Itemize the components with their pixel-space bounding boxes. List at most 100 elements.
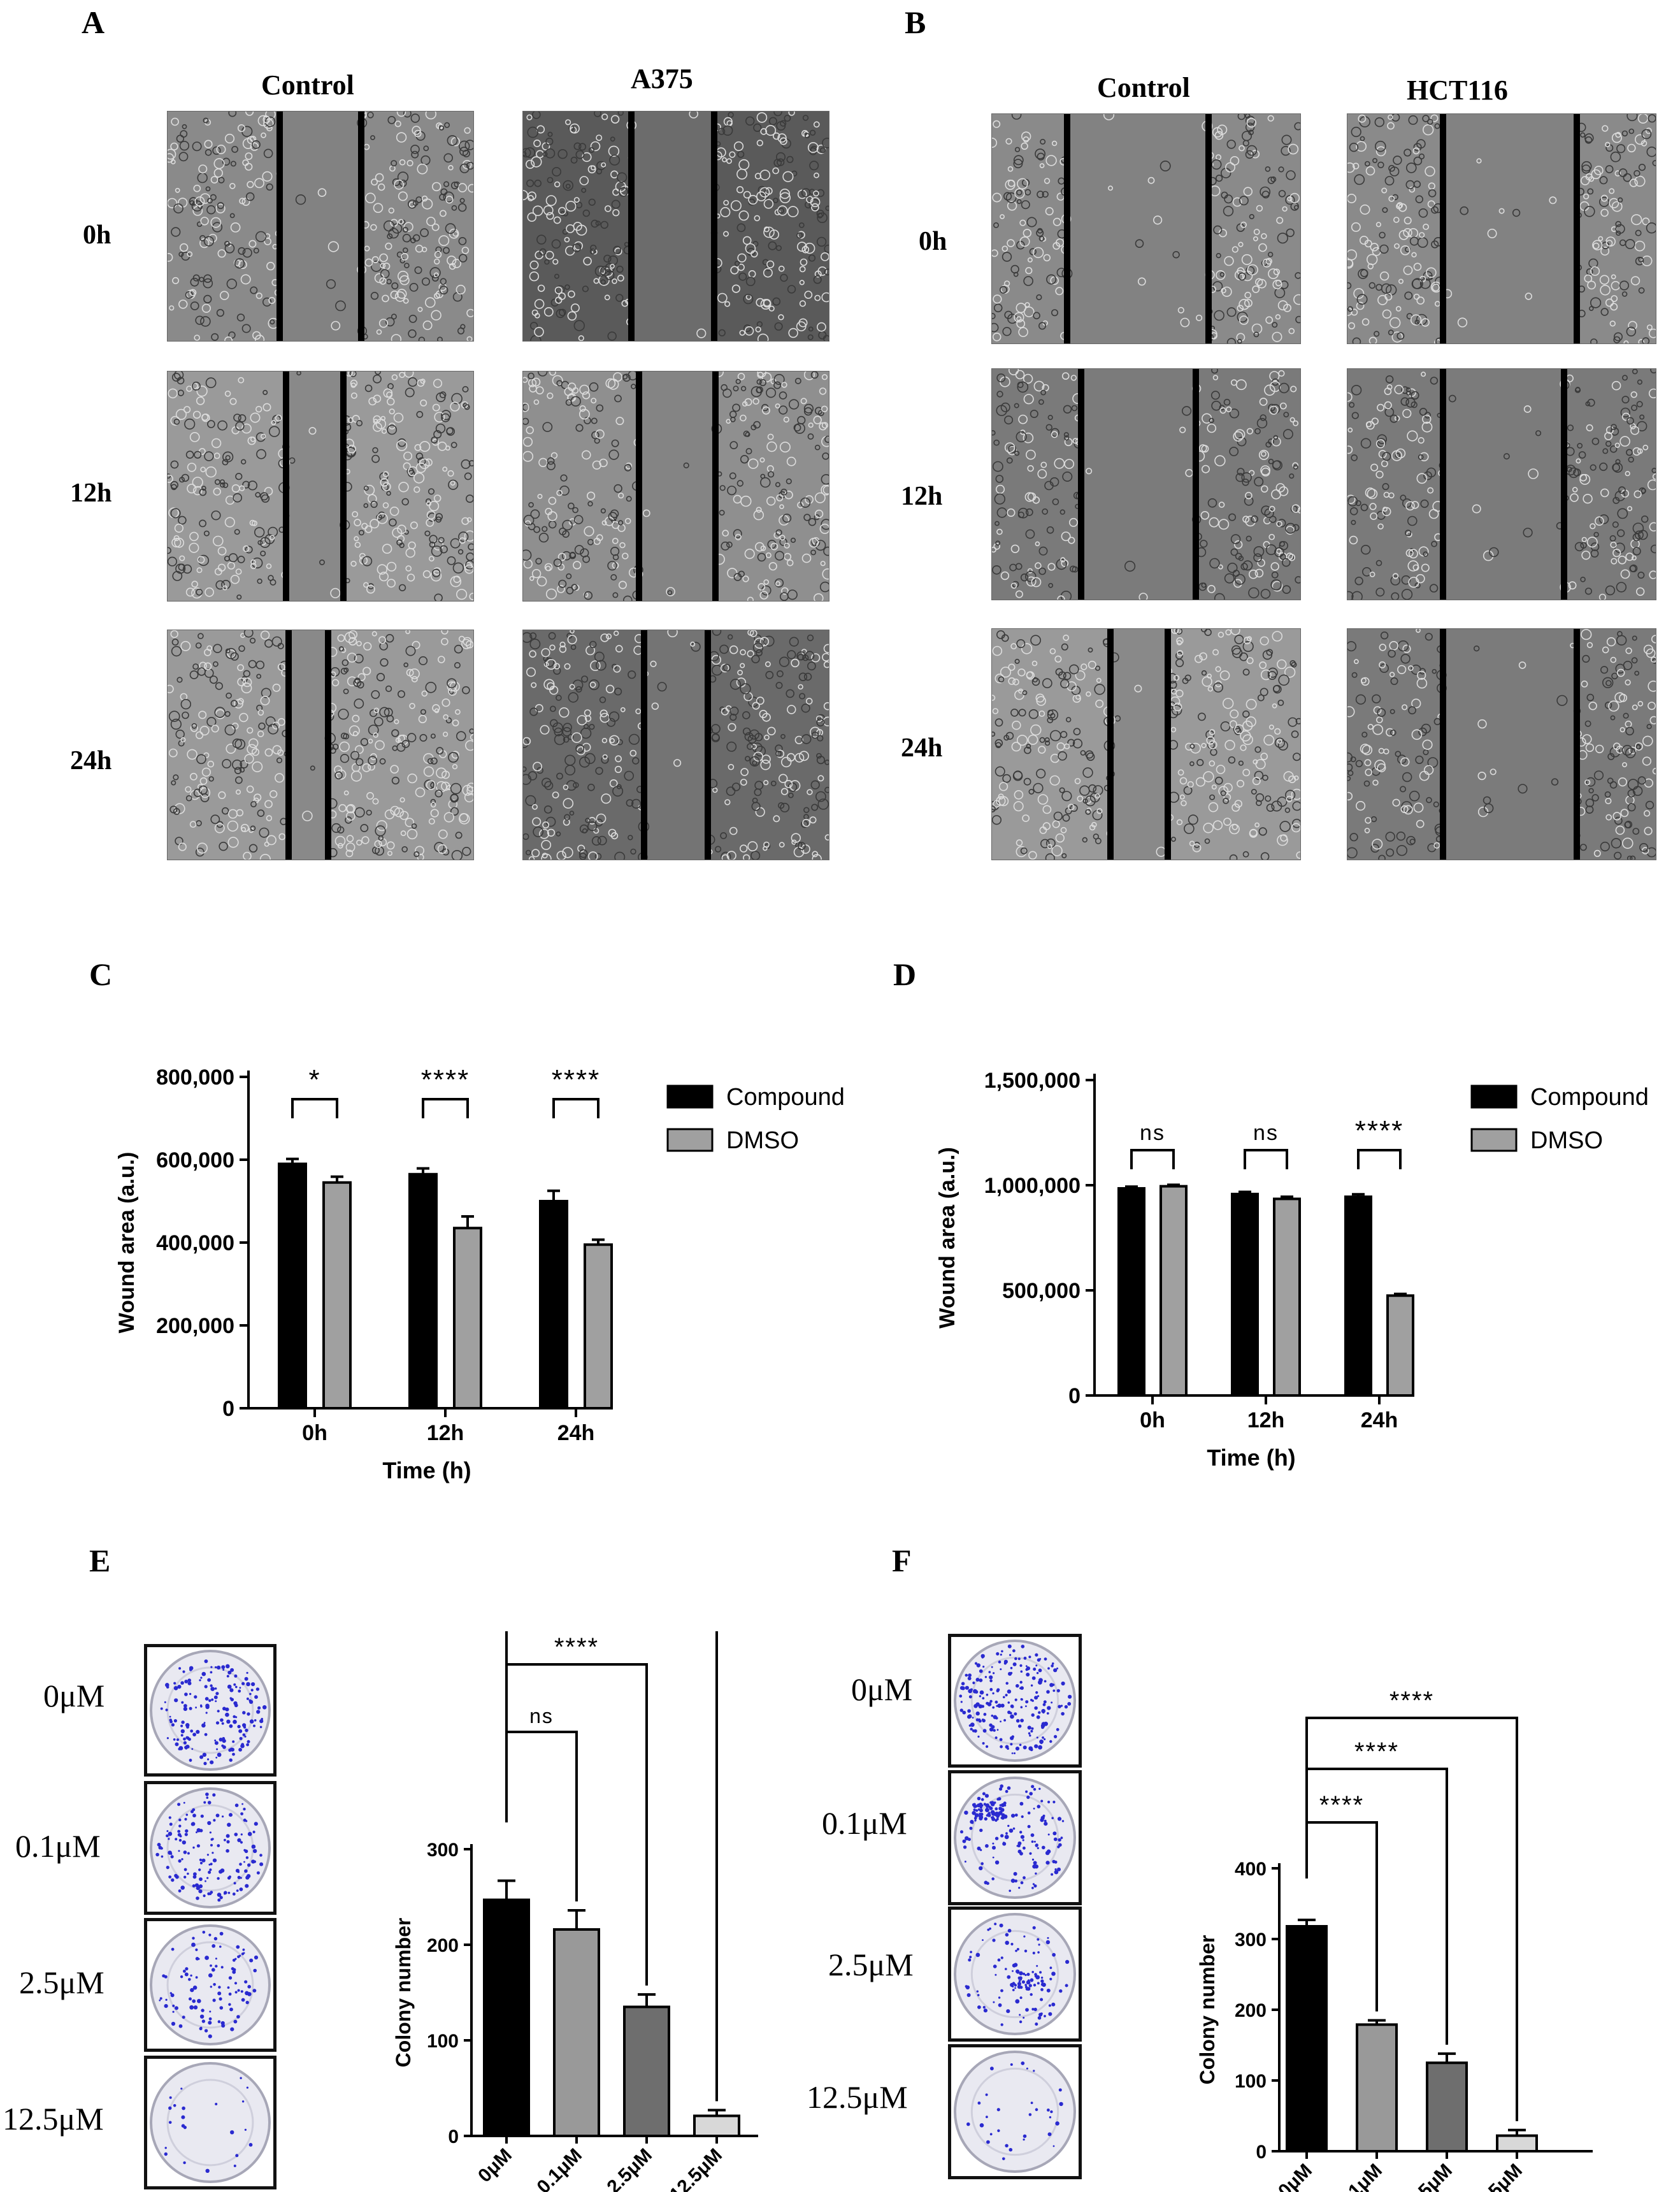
significance-bracket: [422, 1098, 469, 1118]
x-tick-label: 24h: [1361, 1408, 1398, 1432]
wound-edge-right: [358, 112, 364, 341]
wound-edge-left: [285, 630, 292, 860]
bar-0μM: [483, 1898, 530, 2137]
bar-dmso-24h: [1386, 1294, 1414, 1397]
colony-dish-f-0um: [948, 1634, 1082, 1768]
micrograph-b-hct116-0h: [1347, 113, 1656, 344]
y-tick-label: 200: [1235, 2000, 1267, 2021]
panel-f-label-0-1um: 0.1μM: [822, 1805, 907, 1841]
panel-letter-a: A: [82, 4, 105, 40]
bar-compound-24h: [1344, 1195, 1372, 1397]
x-axis-label: Time (h): [1207, 1445, 1295, 1471]
x-tick-label: 0μM: [1274, 2160, 1316, 2192]
colony-dish-f-2-5um: [948, 1907, 1082, 2042]
bar-12.5μM: [1496, 2134, 1538, 2153]
legend-swatch-dmso: [666, 1128, 714, 1152]
legend-label-compound: Compound: [1530, 1084, 1649, 1111]
wound-edge-right: [325, 630, 331, 860]
panel-a-row-24h: 24h: [70, 746, 112, 775]
panel-b-row-12h: 12h: [901, 482, 943, 511]
wound-edge-left: [636, 371, 642, 601]
bar-dmso-12h: [453, 1227, 482, 1410]
significance-label: *: [308, 1064, 320, 1095]
wound-edge-right: [712, 371, 719, 601]
panel-letter-c: C: [89, 956, 113, 992]
wound-edge-left: [1440, 114, 1446, 343]
wound-edge-left: [1064, 114, 1070, 343]
significance-label: ns: [1253, 1121, 1279, 1145]
panel-f-label-12-5um: 12.5μM: [807, 2079, 908, 2115]
panel-f-label-2-5um: 2.5μM: [828, 1947, 914, 1982]
panel-letter-f: F: [892, 1543, 912, 1578]
y-tick-label: 300: [1235, 1929, 1267, 1950]
x-tick-label: 12.5μM: [666, 2145, 726, 2192]
comparison-bracket: [1305, 1717, 1518, 2121]
panel-letter-b: B: [905, 4, 926, 40]
bar-12.5μM: [693, 2114, 740, 2137]
significance-label: ****: [552, 1064, 601, 1095]
comparison-label: ****: [554, 1633, 599, 1661]
colony-dish-e-0um: [144, 1644, 276, 1777]
x-tick-label: 0.1μM: [533, 2145, 585, 2192]
colony-dish-f-0-1um: [948, 1770, 1082, 1905]
bar-0.1μM: [1356, 2023, 1398, 2152]
bar-0.5μM: [1426, 2061, 1468, 2152]
micrograph-a-a375-24h: [522, 630, 829, 860]
legend-swatch-dmso: [1470, 1128, 1518, 1152]
wound-edge-left: [283, 371, 289, 601]
panel-e-label-0-1um: 0.1μM: [15, 1828, 101, 1864]
y-tick-label: 100: [427, 2031, 459, 2052]
significance-bracket: [291, 1098, 338, 1118]
comparison-label: ns: [529, 1705, 554, 1727]
x-tick-label: 12h: [1247, 1408, 1285, 1432]
significance-bracket: [552, 1098, 599, 1118]
wound-edge-right: [1165, 629, 1171, 860]
micrograph-b-control-24h: [991, 628, 1301, 860]
comparison-bracket: [505, 1631, 718, 2102]
panel-b-column-hct116: HCT116: [1407, 75, 1508, 106]
panel-a-column-a375: A375: [631, 63, 693, 94]
y-tick-label: 0: [448, 2126, 459, 2147]
comparison-label: ****: [1319, 1791, 1364, 1819]
panel-e-label-0um: 0μM: [43, 1678, 105, 1713]
legend-swatch-compound: [1470, 1085, 1518, 1109]
y-tick-label: 100: [1235, 2071, 1267, 2092]
bar-0.1μM: [553, 1928, 600, 2137]
bar-compound-0h: [278, 1162, 307, 1410]
panel-a-row-0h: 0h: [83, 220, 111, 250]
panel-e-label-12-5um: 12.5μM: [3, 2101, 104, 2137]
significance-label: ****: [1355, 1115, 1404, 1146]
bar-dmso-24h: [584, 1243, 613, 1410]
wound-edge-left: [1078, 369, 1084, 600]
y-tick-label: 800,000: [156, 1065, 234, 1090]
y-tick-label: 0: [1256, 2142, 1267, 2163]
y-axis-label: Colony number: [392, 1918, 415, 2068]
x-tick-label: 0.1μM: [1333, 2160, 1386, 2192]
wound-edge-right: [1574, 114, 1580, 343]
bar-dmso-0h: [1159, 1185, 1188, 1397]
micrograph-a-control-12h: [167, 371, 474, 602]
y-tick-label: 300: [427, 1840, 459, 1861]
significance-label: ns: [1140, 1121, 1165, 1145]
legend-label-dmso: DMSO: [726, 1127, 799, 1154]
micrograph-a-a375-0h: [522, 111, 829, 342]
wound-edge-left: [276, 112, 283, 341]
y-tick-label: 0: [1068, 1384, 1081, 1408]
panel-a-column-control: Control: [261, 69, 354, 101]
bar-compound-0h: [1117, 1186, 1145, 1397]
x-tick-label: 0h: [302, 1421, 327, 1445]
x-tick-label: 0μM: [474, 2145, 516, 2187]
colony-dish-e-2-5um: [144, 1918, 276, 2052]
panel-b-column-control: Control: [1097, 72, 1190, 103]
x-tick-label: 0h: [1140, 1408, 1165, 1432]
micrograph-a-a375-12h: [522, 371, 829, 602]
significance-label: ****: [421, 1064, 470, 1095]
wound-edge-left: [1440, 369, 1446, 600]
bar-compound-12h: [1231, 1192, 1259, 1397]
legend-swatch-compound: [666, 1085, 714, 1109]
significance-bracket: [1244, 1149, 1288, 1169]
y-tick-label: 1,000,000: [984, 1174, 1081, 1198]
wound-edge-right: [1205, 114, 1212, 343]
panel-f-label-0um: 0μM: [851, 1671, 913, 1707]
x-axis-label: Time (h): [382, 1457, 471, 1483]
